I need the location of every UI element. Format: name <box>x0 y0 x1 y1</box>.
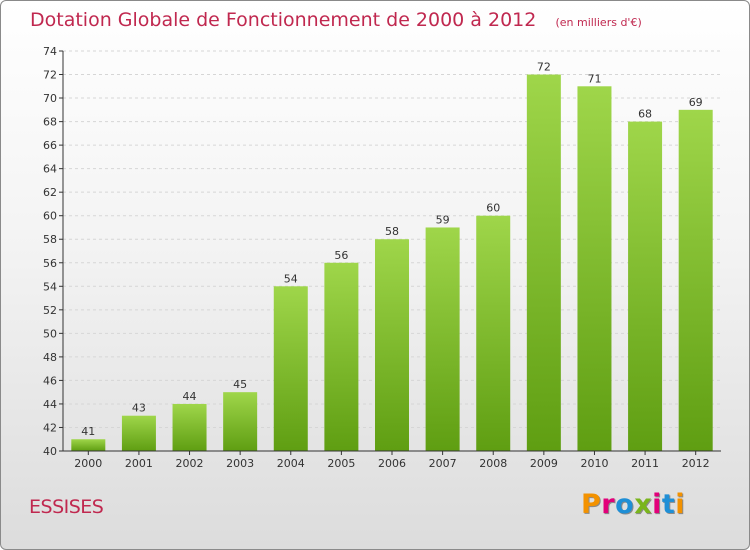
y-tick-label: 56 <box>43 257 57 270</box>
x-tick-label: 2005 <box>327 457 355 470</box>
logo-letter: P <box>581 489 602 520</box>
chart-header: Dotation Globale de Fonctionnement de 20… <box>30 9 642 31</box>
bar <box>425 227 460 451</box>
y-tick-label: 68 <box>43 116 57 129</box>
logo-letter: r <box>601 489 616 520</box>
x-tick-label: 2011 <box>631 457 659 470</box>
y-tick-label: 60 <box>43 210 57 223</box>
logo-letter: x <box>634 489 653 520</box>
bar-value-label: 43 <box>132 402 146 415</box>
bar <box>526 74 561 451</box>
logo-letter: o <box>615 489 635 520</box>
commune-name: ESSISES <box>29 496 104 518</box>
y-tick-label: 46 <box>43 374 57 387</box>
y-tick-label: 42 <box>43 421 57 434</box>
bar-value-label: 71 <box>587 72 601 85</box>
x-tick-label: 2000 <box>74 457 102 470</box>
y-tick-label: 70 <box>43 92 57 105</box>
logo-letter: i <box>652 489 662 520</box>
bar-value-label: 60 <box>486 202 500 215</box>
bar <box>324 262 359 451</box>
y-tick-label: 54 <box>43 280 57 293</box>
chart-title: Dotation Globale de Fonctionnement de 20… <box>30 9 537 31</box>
y-tick-label: 72 <box>43 69 57 82</box>
y-tick-label: 44 <box>43 398 57 411</box>
bar <box>577 86 612 451</box>
bar <box>476 215 511 451</box>
proxiti-logo[interactable]: Proxiti <box>581 489 685 520</box>
x-tick-label: 2009 <box>530 457 558 470</box>
bar <box>375 239 409 451</box>
axes <box>62 51 721 452</box>
bar <box>273 286 308 451</box>
x-tick-label: 2010 <box>580 457 608 470</box>
bar-value-label: 72 <box>537 61 551 74</box>
x-tick-label: 2002 <box>176 457 204 470</box>
bar-value-label: 41 <box>81 425 95 438</box>
y-tick-label: 40 <box>43 445 57 458</box>
bar-value-label: 45 <box>233 378 247 391</box>
x-tick-label: 2008 <box>479 457 507 470</box>
x-tick-label: 2001 <box>125 457 153 470</box>
bar <box>121 415 156 451</box>
bar <box>628 121 663 452</box>
y-tick-label: 62 <box>43 186 57 199</box>
y-tick-label: 74 <box>43 45 57 58</box>
x-tick-label: 2012 <box>682 457 710 470</box>
y-tick-label: 50 <box>43 327 57 340</box>
x-tick-label: 2004 <box>277 457 305 470</box>
bar-value-label: 59 <box>436 213 450 226</box>
y-tick-label: 48 <box>43 351 57 364</box>
data-labels: 41 43 44 45 54 56 58 59 60 72 71 68 69 <box>81 61 702 439</box>
x-tick-label: 2007 <box>429 457 457 470</box>
x-tick-label: 2003 <box>226 457 254 470</box>
chart-unit: (en milliers d'€) <box>555 16 642 29</box>
bar-value-label: 68 <box>638 108 652 121</box>
bars <box>71 74 713 452</box>
logo-letter: i <box>675 489 686 520</box>
y-tick-label: 52 <box>43 304 57 317</box>
x-tick-label: 2006 <box>378 457 406 470</box>
bar <box>223 392 258 451</box>
x-axis-ticks: 2000 2001 2002 2003 2004 2005 2006 2007 2008 2009… <box>74 451 710 470</box>
y-tick-label: 66 <box>43 139 57 152</box>
bar-value-label: 69 <box>689 96 703 109</box>
y-axis-ticks: 40 42 44 46 48 50 52 54 56 58 60 62 64 66 68 70 72 74 <box>43 45 63 458</box>
bar-value-label: 58 <box>385 225 399 238</box>
bar <box>678 109 713 451</box>
y-tick-label: 58 <box>43 233 57 246</box>
logo-letter: t <box>661 489 676 520</box>
bar-value-label: 56 <box>334 249 348 262</box>
bar <box>172 403 207 451</box>
bar-value-label: 54 <box>284 272 298 285</box>
y-tick-label: 64 <box>43 163 57 176</box>
bar-value-label: 44 <box>183 390 197 403</box>
bar <box>71 439 106 451</box>
